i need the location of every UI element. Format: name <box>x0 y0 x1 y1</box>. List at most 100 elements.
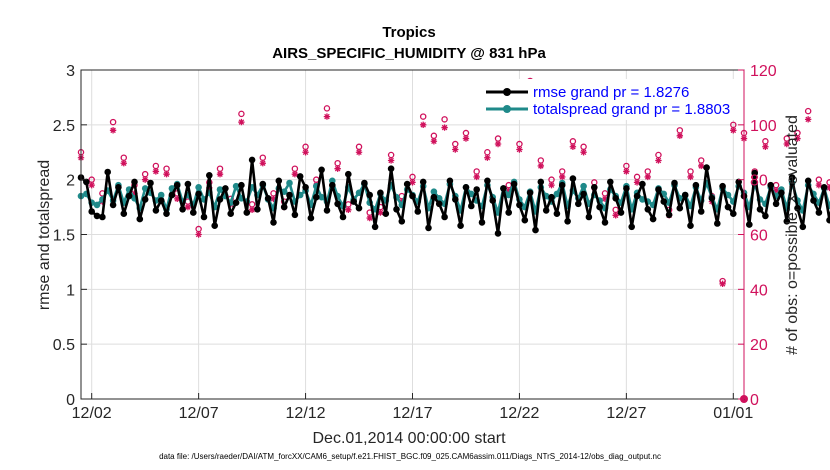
rmse-point <box>649 215 657 223</box>
rmse-point <box>168 191 176 199</box>
rmse-point <box>692 181 700 189</box>
rmse-point <box>505 209 512 216</box>
rmse-point <box>484 177 491 185</box>
rmse-point <box>553 210 561 217</box>
y-right-tick-label: 40 <box>750 282 768 299</box>
obs-evaluated-marker <box>462 135 470 142</box>
rmse-point <box>462 184 470 191</box>
rmse-point <box>633 192 641 200</box>
rmse-point <box>676 204 684 212</box>
obs-evaluated-marker <box>494 140 502 148</box>
y-axis-right-label: # of obs: o=possible; ×=evaluated <box>784 115 801 355</box>
legend: rmse grand pr = 1.8276 totalspread grand… <box>481 79 737 120</box>
rmse-point <box>815 209 823 216</box>
rmse-point <box>687 222 694 229</box>
rmse-point <box>173 181 181 189</box>
legend-rmse-label: rmse grand pr = 1.8276 <box>533 84 689 101</box>
obs-evaluated-marker <box>569 143 577 150</box>
totalspread-point <box>232 182 240 190</box>
x-tick-label: 01/01 <box>713 405 753 422</box>
obs-evaluated-marker <box>334 165 341 172</box>
obs-evaluated-marker <box>259 160 266 167</box>
obs-evaluated-marker <box>762 143 769 150</box>
rmse-point <box>125 192 133 200</box>
rmse-point <box>526 189 534 197</box>
rmse-point <box>157 197 165 204</box>
rmse-point <box>361 179 368 187</box>
obs-evaluated-marker <box>120 160 127 167</box>
rmse-point <box>746 221 753 228</box>
rmse-point <box>452 196 459 203</box>
rmse-point <box>211 222 218 229</box>
rmse-point <box>804 177 812 185</box>
obs-evaluated-marker <box>644 173 651 181</box>
rmse-point <box>441 213 448 221</box>
rmse-point <box>227 210 234 217</box>
rmse-point <box>93 212 101 220</box>
obs-evaluated-marker <box>719 280 726 288</box>
rmse-line <box>80 158 830 235</box>
obs-evaluated-marker <box>559 173 566 181</box>
obs-evaluated-marker <box>409 179 416 186</box>
rmse-series <box>77 156 830 237</box>
x-tick-label: 12/22 <box>499 405 539 422</box>
rmse-point <box>772 200 780 208</box>
totalspread-point <box>93 201 101 209</box>
rmse-point <box>371 223 379 231</box>
obs-evaluated-marker <box>772 187 780 194</box>
rmse-point <box>382 210 390 217</box>
grid <box>81 69 744 400</box>
obs-evaluated-marker <box>612 212 619 219</box>
rmse-point <box>585 213 593 221</box>
obs-evaluated-marker <box>270 195 277 203</box>
obs-evaluated-marker <box>698 162 705 170</box>
rmse-point <box>286 191 293 199</box>
rmse-point <box>762 212 769 220</box>
rmse-point <box>500 185 507 192</box>
rmse-point <box>131 178 138 186</box>
obs-evaluated-marker <box>195 231 202 238</box>
obs-evaluated-marker <box>141 176 149 183</box>
legend-box <box>481 79 737 120</box>
rmse-point <box>206 172 213 179</box>
rmse-point <box>703 164 710 171</box>
obs-evaluated-marker <box>174 195 181 203</box>
obs-evaluated-marker <box>206 184 213 192</box>
rmse-point <box>248 156 256 164</box>
rmse-point <box>387 165 395 172</box>
rmse-point <box>665 211 673 219</box>
totalspread-point <box>580 182 587 190</box>
rmse-point <box>799 223 807 231</box>
rmse-point <box>259 180 267 188</box>
rmse-point <box>238 181 245 189</box>
rmse-point <box>810 197 817 204</box>
totalspread-point <box>553 190 561 198</box>
y-right-tick-label: 120 <box>750 63 777 80</box>
rmse-point <box>575 200 582 208</box>
rmse-point <box>607 178 614 186</box>
obs-evaluated-marker <box>655 157 662 164</box>
obs-evaluated-marker <box>516 146 523 153</box>
rmse-point <box>280 203 288 211</box>
obs-evaluated-marker <box>580 149 587 156</box>
obs-evaluated-marker <box>537 162 545 170</box>
rmse-point <box>767 181 774 189</box>
obs-evaluated-marker <box>163 170 170 178</box>
rmse-point <box>350 198 358 205</box>
rmse-point <box>714 220 721 227</box>
obs-evaluated-marker <box>633 179 641 186</box>
rmse-point <box>537 178 545 186</box>
obs-possible-marker <box>109 118 117 126</box>
obs-evaluated-marker <box>345 206 352 214</box>
obs-evaluated-marker <box>88 181 95 189</box>
obs-evaluated-marker <box>441 124 448 131</box>
obs-evaluated-marker <box>484 154 491 161</box>
rmse-point <box>414 208 422 215</box>
rmse-point <box>222 185 229 192</box>
rmse-point <box>494 230 502 237</box>
obs-evaluated-marker <box>730 127 737 134</box>
rmse-point <box>468 202 475 210</box>
rmse-point <box>425 224 432 232</box>
y-left-tick-label: 1 <box>66 282 75 299</box>
rmse-point <box>109 201 117 209</box>
